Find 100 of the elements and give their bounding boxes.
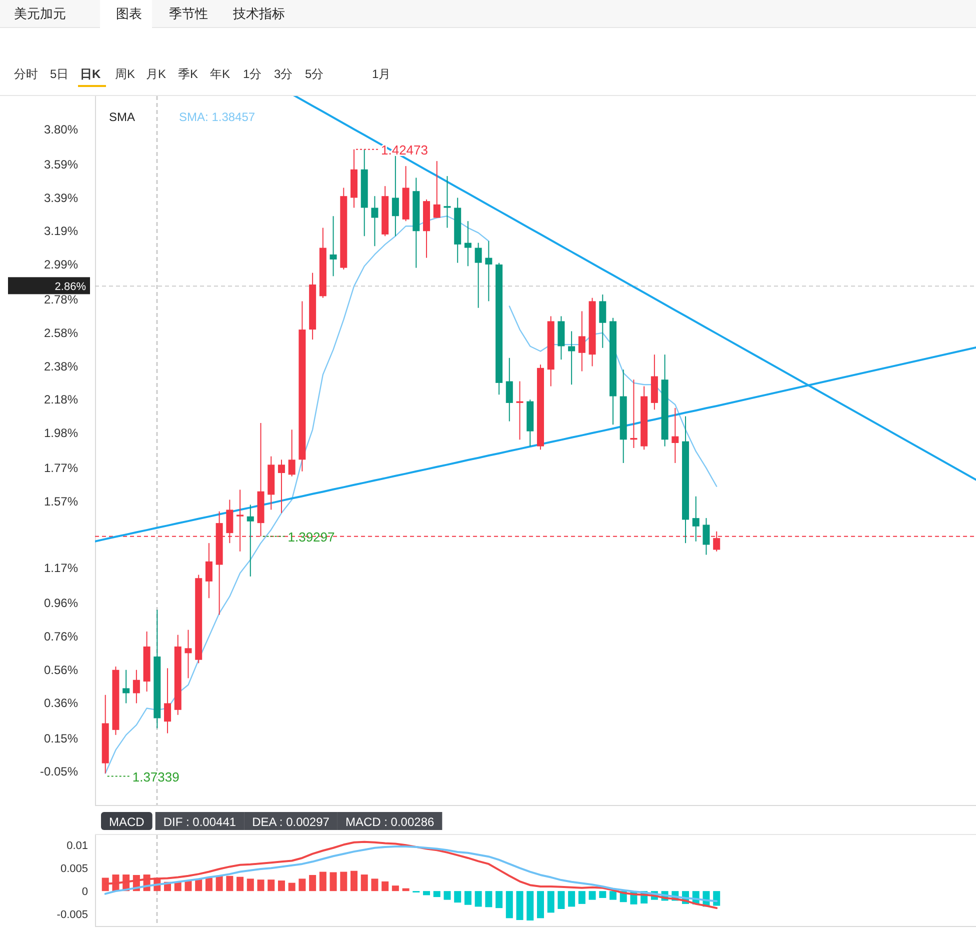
candlestick (288, 429, 296, 477)
ref-line-label: 2.86% (54, 281, 86, 294)
candlestick (444, 176, 451, 228)
bar (506, 891, 513, 918)
y-tick-label: 0.005 (60, 863, 88, 876)
bar (330, 872, 337, 892)
bar (402, 888, 410, 892)
text: SMA: 1.38457 (179, 110, 256, 124)
text: 年K (210, 67, 230, 81)
bar (257, 880, 264, 892)
bar (195, 879, 202, 892)
bar (392, 886, 399, 892)
candlestick (506, 357, 513, 422)
candlestick (599, 294, 606, 348)
bar (226, 876, 234, 892)
bar (184, 880, 192, 892)
candlestick (672, 407, 679, 464)
candlestick (205, 542, 212, 599)
candlestick (122, 669, 130, 704)
y-tick-label: -0.05% (40, 764, 78, 779)
y-tick-label: 3.59% (44, 157, 78, 172)
text: DIF : 0.00441 (163, 815, 236, 829)
candlestick (330, 216, 337, 277)
bar (496, 891, 503, 908)
bar (371, 878, 378, 892)
y-tick-label: 0.96% (44, 596, 78, 610)
bar (236, 876, 244, 892)
y-tick-label: 1.98% (44, 426, 78, 440)
bar (588, 891, 596, 900)
bar (578, 891, 586, 904)
candlestick (568, 330, 576, 386)
candlestick (474, 242, 482, 308)
bar (485, 891, 492, 908)
bar (423, 891, 430, 896)
bar (547, 891, 554, 913)
text: DEA : 0.00297 (252, 815, 330, 829)
text: 3分 (274, 67, 293, 81)
candlestick (578, 310, 586, 372)
annotation: 1.39297 (288, 529, 335, 544)
bar (474, 891, 482, 907)
candlestick (164, 668, 172, 734)
y-tick-label: 2.78% (44, 292, 78, 307)
bar (205, 878, 212, 892)
line-series (104, 845, 718, 902)
candlestick (278, 459, 285, 514)
bar (433, 891, 440, 898)
y-tick-label: 1.57% (44, 494, 78, 508)
annotation: 1.37339 (132, 769, 180, 784)
bar (340, 872, 348, 892)
y-tick-label: 2.58% (44, 326, 78, 340)
text: 季K (178, 67, 198, 81)
bar (309, 874, 316, 892)
y-tick-label: 3.19% (44, 224, 78, 238)
text: 图表 (116, 6, 142, 21)
bar (610, 891, 616, 900)
text: 技术指标 (232, 6, 285, 21)
text: MACD : 0.00286 (345, 815, 434, 829)
candlestick (184, 629, 192, 679)
y-tick-label: 2.38% (44, 359, 78, 374)
text: 季节性 (169, 6, 208, 21)
y-tick-label: 1.77% (44, 461, 78, 476)
y-tick-label: 3.80% (44, 122, 78, 136)
bar (444, 891, 451, 900)
candlestick (692, 496, 700, 542)
bar (246, 878, 254, 892)
bar (350, 870, 358, 892)
bar (568, 891, 576, 907)
y-tick-label: 0.56% (44, 662, 78, 677)
y-tick-label: 1.17% (44, 561, 78, 576)
bar (268, 880, 275, 892)
text: 5日 (50, 67, 69, 81)
candlestick (485, 240, 492, 302)
y-tick-label: 0.01 (66, 840, 88, 852)
candlestick (246, 504, 254, 577)
y-tick-label: -0.005 (56, 909, 88, 922)
bar (558, 891, 565, 909)
text: 周K (115, 67, 136, 81)
annotation: SMA (109, 110, 136, 124)
candlestick (702, 518, 710, 556)
y-tick-label: 3.39% (44, 190, 78, 205)
bar (298, 878, 306, 892)
bar (360, 874, 368, 892)
candlestick (464, 220, 472, 267)
bar (526, 891, 534, 920)
text: 5分 (305, 67, 324, 81)
bar (278, 880, 285, 892)
bar (599, 891, 606, 898)
text: 日K (80, 67, 101, 81)
bar (382, 881, 389, 892)
text: 分时 (14, 67, 38, 81)
bar (713, 891, 720, 906)
bar (454, 891, 462, 903)
y-tick-label: 2.18% (44, 392, 78, 407)
text: MACD (109, 815, 145, 829)
candlestick (433, 160, 440, 218)
text: 1月 (372, 67, 391, 81)
candlestick (371, 196, 378, 247)
y-tick-label: 0 (82, 886, 88, 898)
bar (288, 882, 296, 892)
bar (464, 891, 472, 905)
